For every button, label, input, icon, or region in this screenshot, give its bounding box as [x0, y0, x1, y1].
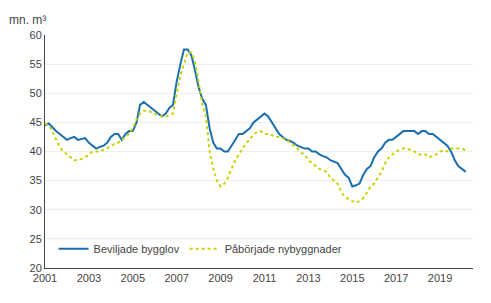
svg-text:2009: 2009	[208, 272, 232, 284]
svg-text:Påbörjade nybyggnader: Påbörjade nybyggnader	[225, 243, 342, 255]
svg-text:2019: 2019	[428, 272, 452, 284]
svg-text:40: 40	[30, 145, 42, 157]
svg-text:25: 25	[30, 233, 42, 245]
svg-text:2013: 2013	[296, 272, 320, 284]
svg-text:2015: 2015	[340, 272, 364, 284]
svg-text:30: 30	[30, 204, 42, 216]
svg-text:2017: 2017	[384, 272, 408, 284]
svg-text:50: 50	[30, 87, 42, 99]
svg-text:35: 35	[30, 174, 42, 186]
svg-text:2005: 2005	[121, 272, 145, 284]
svg-text:2003: 2003	[77, 272, 101, 284]
svg-text:60: 60	[30, 29, 42, 41]
svg-text:55: 55	[30, 58, 42, 70]
svg-text:Beviljade bygglov: Beviljade bygglov	[94, 243, 180, 255]
svg-text:45: 45	[30, 116, 42, 128]
svg-text:2001: 2001	[33, 272, 57, 284]
svg-text:2007: 2007	[164, 272, 188, 284]
svg-text:mn. m³: mn. m³	[9, 13, 46, 27]
svg-text:2011: 2011	[253, 272, 277, 284]
svg-text:20: 20	[30, 262, 42, 274]
